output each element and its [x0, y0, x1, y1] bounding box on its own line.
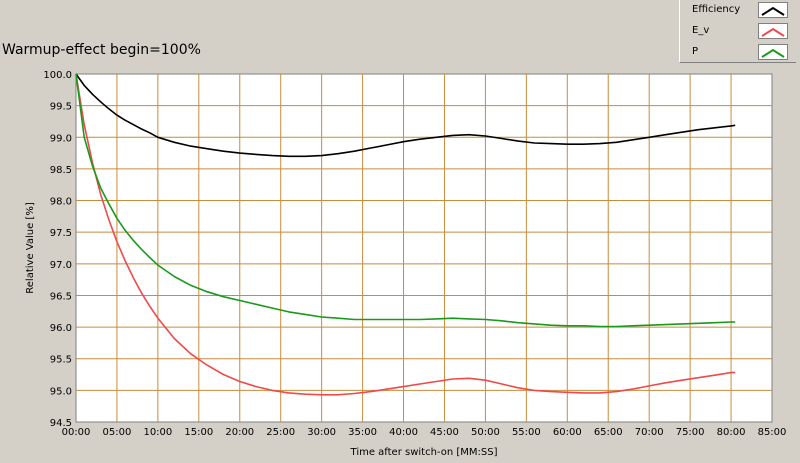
x-tick-label: 85:00 — [758, 427, 787, 438]
y-axis-label: Relative Value [%] — [25, 202, 36, 294]
x-tick-label: 45:00 — [430, 427, 459, 438]
x-tick-label: 35:00 — [348, 427, 377, 438]
x-tick-label: 60:00 — [553, 427, 582, 438]
legend-item-efficiency[interactable]: Efficiency — [680, 0, 796, 20]
legend-swatch-p — [758, 44, 788, 60]
y-tick-label: 95.5 — [50, 355, 72, 366]
series-line-efficiency — [75, 73, 736, 158]
chart-title: Warmup-effect begin=100% — [2, 42, 201, 58]
legend-swatch-efficiency — [758, 2, 788, 18]
plot-background — [75, 73, 773, 423]
y-tick-label: 97.5 — [50, 228, 72, 239]
y-tick-label: 98.5 — [50, 165, 72, 176]
legend: Efficiency E_v P — [679, 0, 796, 63]
legend-item-ev[interactable]: E_v — [680, 21, 796, 41]
grid — [76, 74, 772, 422]
x-tick-label: 10:00 — [143, 427, 172, 438]
legend-label-p: P — [692, 46, 699, 57]
legend-label-efficiency: Efficiency — [692, 4, 741, 15]
y-tick-label: 98.0 — [50, 197, 72, 208]
y-tick-label: 99.5 — [50, 102, 72, 113]
y-tick-label: 95.0 — [50, 386, 72, 397]
legend-swatch-ev — [758, 23, 788, 39]
x-tick-label: 25:00 — [266, 427, 295, 438]
tick-labels: 00:00 05:00 10:00 15:00 20:00 25:00 30:00 35:00… — [43, 70, 786, 438]
series-line-e-v — [75, 73, 736, 396]
x-axis-label: Time after switch-on [MM:SS] — [350, 447, 498, 458]
legend-label-ev: E_v — [692, 25, 710, 36]
y-tick-label: 100.0 — [43, 70, 72, 81]
y-tick-label: 94.5 — [50, 418, 72, 429]
x-tick-label: 65:00 — [594, 427, 623, 438]
x-tick-label: 20:00 — [225, 427, 254, 438]
x-tick-label: 75:00 — [676, 427, 705, 438]
x-tick-label: 30:00 — [307, 427, 336, 438]
x-tick-label: 50:00 — [471, 427, 500, 438]
y-tick-label: 96.5 — [50, 291, 72, 302]
x-tick-label: 55:00 — [512, 427, 541, 438]
x-tick-label: 80:00 — [717, 427, 746, 438]
y-tick-label: 96.0 — [50, 323, 72, 334]
x-tick-label: 40:00 — [389, 427, 418, 438]
y-tick-label: 99.0 — [50, 133, 72, 144]
x-tick-label: 70:00 — [635, 427, 664, 438]
legend-item-p[interactable]: P — [680, 42, 796, 62]
x-tick-label: 00:00 — [62, 427, 91, 438]
x-tick-label: 05:00 — [103, 427, 132, 438]
y-tick-label: 97.0 — [50, 260, 72, 271]
series-line-p — [75, 73, 736, 328]
series-layer — [75, 73, 736, 396]
x-tick-label: 15:00 — [184, 427, 213, 438]
